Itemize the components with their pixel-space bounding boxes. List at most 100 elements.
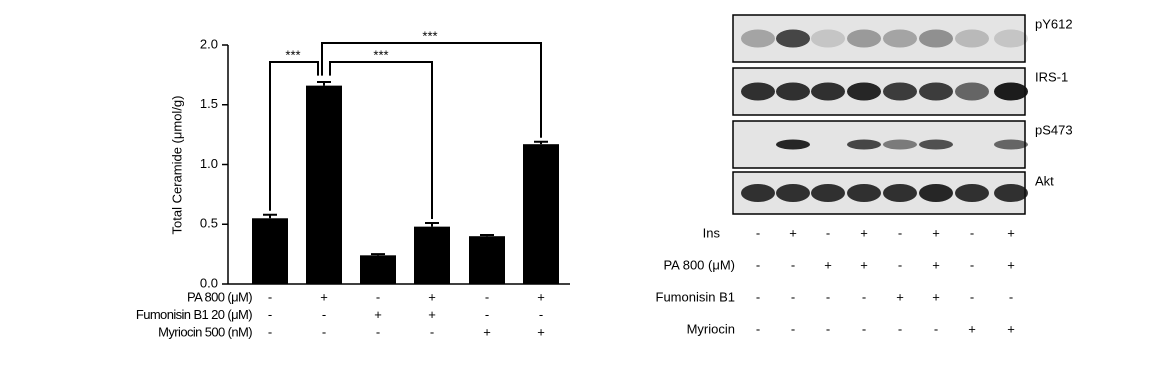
blot-condition-sign: - xyxy=(898,257,902,272)
blot-condition-sign: - xyxy=(898,225,902,240)
error-bar xyxy=(534,140,548,145)
y-tick-label: 0.0 xyxy=(200,275,218,290)
error-bar xyxy=(480,234,494,237)
bar xyxy=(523,144,559,284)
bar xyxy=(306,85,342,284)
condition-sign: - xyxy=(485,307,489,322)
condition-sign: + xyxy=(483,324,491,339)
blot-condition-sign: + xyxy=(1007,257,1015,272)
blot-condition-sign: + xyxy=(789,225,797,240)
blot-band xyxy=(994,29,1028,48)
condition-sign: + xyxy=(428,307,436,322)
blot-band xyxy=(955,82,989,101)
blot-band xyxy=(811,184,845,202)
blot-condition-sign: - xyxy=(756,225,760,240)
condition-label: PA 800 (μM) xyxy=(187,289,252,304)
condition-sign: - xyxy=(268,307,272,322)
condition-sign: - xyxy=(376,289,380,304)
condition-sign: + xyxy=(537,289,545,304)
error-bar xyxy=(425,222,439,227)
bar xyxy=(252,218,288,284)
blot-band xyxy=(741,29,775,48)
blot-condition-sign: - xyxy=(862,289,866,304)
blot-condition-sign: - xyxy=(791,289,795,304)
y-axis-label: Total Ceramide (μmol/g) xyxy=(169,96,184,235)
blot-band xyxy=(741,184,775,202)
condition-sign: + xyxy=(537,324,545,339)
condition-sign: - xyxy=(376,324,380,339)
blot-condition-sign: + xyxy=(1007,321,1015,336)
error-bar xyxy=(371,253,385,256)
blot-condition-sign: - xyxy=(898,321,902,336)
blot-condition-sign: + xyxy=(932,225,940,240)
blot-band xyxy=(955,184,989,202)
blot-band xyxy=(776,29,810,48)
blot-condition-sign: - xyxy=(756,289,760,304)
blot-band xyxy=(811,82,845,101)
blot-condition-sign: + xyxy=(932,257,940,272)
condition-sign: - xyxy=(322,324,326,339)
significance-bracket xyxy=(321,42,542,138)
significance-bracket xyxy=(269,61,319,211)
blot-band xyxy=(741,82,775,101)
error-bar xyxy=(317,81,331,86)
blot-band xyxy=(919,184,953,202)
blot-condition-sign: - xyxy=(826,225,830,240)
condition-sign: - xyxy=(268,324,272,339)
condition-label: Fumonisin B1 20 (μM) xyxy=(136,307,252,322)
y-tick-label: 1.5 xyxy=(200,96,218,111)
blot-band xyxy=(994,184,1028,202)
blot-band xyxy=(847,29,881,48)
condition-sign: - xyxy=(539,307,543,322)
condition-sign: - xyxy=(430,324,434,339)
bar xyxy=(469,236,505,284)
blot-band xyxy=(847,82,881,101)
condition-sign: - xyxy=(322,307,326,322)
blot-condition-sign: + xyxy=(860,225,868,240)
bar xyxy=(360,255,396,284)
blot-condition-sign: + xyxy=(932,289,940,304)
blot-band xyxy=(776,82,810,101)
condition-sign: - xyxy=(268,289,272,304)
blot-condition-sign: - xyxy=(862,321,866,336)
blot-condition-sign: - xyxy=(826,289,830,304)
blot-condition-sign: - xyxy=(756,321,760,336)
blot-band xyxy=(955,29,989,48)
significance-bracket xyxy=(329,61,433,220)
error-bar xyxy=(263,213,277,219)
blot-band xyxy=(883,29,917,48)
blot-band xyxy=(919,139,953,150)
significance-label: *** xyxy=(422,28,437,43)
band-label: pY612 xyxy=(1035,16,1073,31)
bar xyxy=(414,226,450,284)
condition-label: Myriocin 500 (nM) xyxy=(158,324,252,339)
band-label: IRS-1 xyxy=(1035,69,1068,84)
blot-band xyxy=(883,139,917,150)
blot-condition-sign: + xyxy=(968,321,976,336)
blot-condition-sign: + xyxy=(896,289,904,304)
condition-sign: + xyxy=(320,289,328,304)
blot-band xyxy=(883,184,917,202)
blot-band xyxy=(776,139,810,150)
blot-band xyxy=(883,82,917,101)
blot-band xyxy=(994,139,1028,150)
condition-sign: + xyxy=(374,307,382,322)
significance-label: *** xyxy=(373,47,388,62)
blot-condition-sign: - xyxy=(970,289,974,304)
band-label: Akt xyxy=(1035,173,1054,188)
y-tick-label: 2.0 xyxy=(200,36,218,51)
blot-condition-sign: - xyxy=(756,257,760,272)
blot-condition-label: Ins xyxy=(703,225,721,240)
blot-band xyxy=(994,82,1028,101)
blot-band xyxy=(811,29,845,48)
band-label: pS473 xyxy=(1035,122,1073,137)
significance-label: *** xyxy=(285,47,300,62)
blot-band xyxy=(847,184,881,202)
y-tick-label: 0.5 xyxy=(200,216,218,231)
blot-condition-label: Fumonisin B1 xyxy=(656,289,735,304)
condition-sign: - xyxy=(485,289,489,304)
blot-condition-sign: - xyxy=(934,321,938,336)
blot-band xyxy=(776,184,810,202)
blot-band xyxy=(919,29,953,48)
